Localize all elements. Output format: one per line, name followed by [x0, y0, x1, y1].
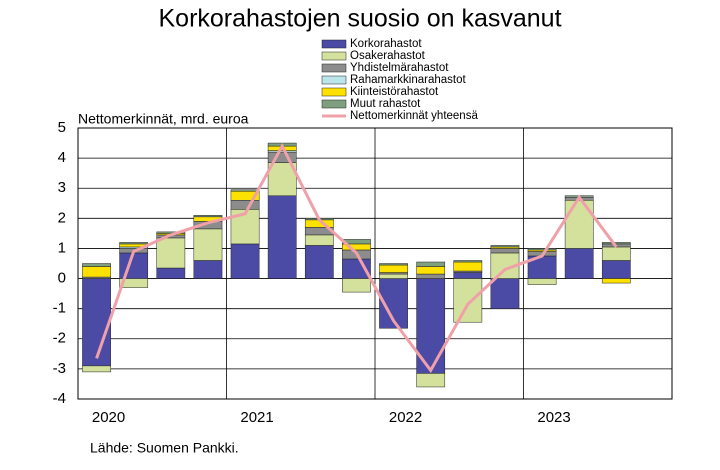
bar-segment [267, 162, 297, 196]
y-tick-label: 2 [58, 209, 66, 226]
x-tick-label: 2022 [389, 409, 422, 426]
bar-segment [453, 278, 483, 323]
bar-segment [490, 278, 520, 309]
bar-segment [156, 237, 186, 269]
bar-segment [453, 261, 483, 272]
bar-segment [527, 278, 557, 285]
y-tick-label: 3 [58, 179, 66, 196]
bar-segment [416, 273, 446, 279]
bar-segment [379, 264, 408, 273]
legend-swatch [321, 75, 347, 85]
bar-segment [304, 245, 334, 279]
chart-title: Korkorahastojen suosio on kasvanut [158, 5, 561, 33]
bar-segment [82, 266, 111, 278]
bar-segment [601, 246, 631, 261]
bar-segment [119, 242, 149, 245]
plot-frame [77, 127, 673, 400]
y-tick-label: -1 [53, 300, 66, 317]
bar-segment [453, 260, 483, 263]
bar-segment [193, 228, 223, 261]
legend-swatch [321, 51, 347, 61]
bar-segment [156, 267, 186, 279]
bar-segment [193, 215, 223, 218]
y-tick-label: 4 [58, 149, 66, 166]
bar-segment [379, 273, 408, 279]
bar-segment [490, 245, 520, 248]
bar-segment [193, 260, 223, 279]
y-tick-label: 5 [58, 119, 66, 136]
legend-label: Muut rahastot [350, 98, 421, 110]
bar-segment [490, 248, 520, 254]
bar-segment [453, 272, 483, 279]
legend-swatch [321, 63, 347, 73]
legend-swatch [321, 99, 347, 109]
y-tick-label: -4 [53, 390, 66, 407]
bar-segment [119, 278, 149, 288]
y-tick-label: -2 [53, 330, 66, 347]
x-tick-label: 2020 [92, 409, 125, 426]
bar-segment [230, 200, 260, 210]
y-tick-label: -3 [53, 360, 66, 377]
bar-segment [601, 278, 631, 284]
legend-label: Osakerahastot [350, 50, 426, 62]
bar-segment [304, 234, 334, 246]
bar-segment [82, 365, 111, 373]
legend-swatch [321, 39, 347, 49]
bar-segment [267, 195, 297, 279]
bar-segment [416, 266, 446, 275]
y-tick-label: 0 [58, 270, 66, 287]
source: Lähde: Suomen Pankki. [90, 440, 239, 456]
bar-segment [230, 243, 260, 279]
y-axis-label: Nettomerkinnät, mrd. euroa [78, 111, 249, 127]
bar-segment [601, 260, 631, 279]
bar-segment [82, 278, 111, 367]
bar-segment [342, 278, 371, 293]
bar-segment [527, 248, 557, 251]
x-tick-label: 2023 [537, 409, 570, 426]
bar-segment [564, 200, 594, 249]
legend-swatch [321, 87, 347, 97]
bar-segment [416, 373, 446, 388]
bar-segment [379, 263, 408, 266]
bar-segment [564, 248, 594, 279]
y-tick-label: 1 [58, 239, 66, 256]
x-tick-label: 2021 [240, 409, 273, 426]
legend-label: Rahamarkkinarahastot [350, 74, 467, 86]
bar-segment [119, 252, 149, 279]
bar-segment [601, 242, 631, 245]
legend-label: Kiinteistörahastot [350, 86, 439, 98]
legend-label: Korkorahastot [350, 38, 422, 50]
legend-label: Yhdistelmärahastot [350, 62, 449, 74]
bar-segment [230, 189, 260, 192]
total-line [95, 142, 618, 374]
bar-segment [416, 261, 446, 267]
legend-label: Nettomerkinnät yhteensä [350, 110, 478, 122]
bar-segment [82, 263, 111, 267]
